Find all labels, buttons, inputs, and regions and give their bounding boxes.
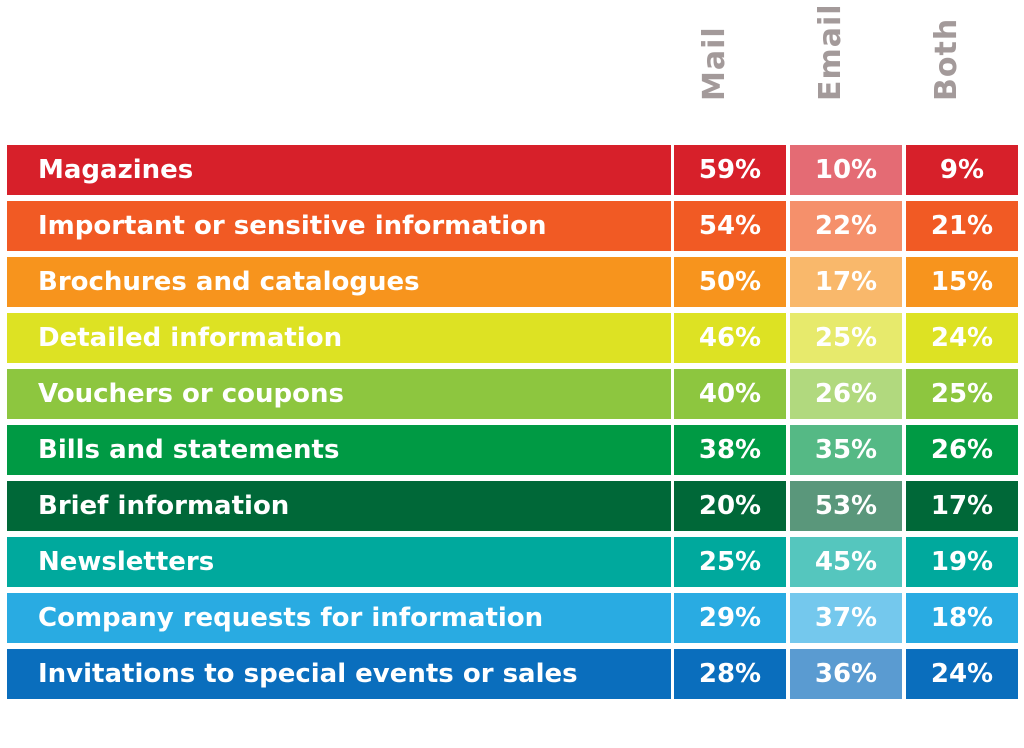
table-row-brief-information: Brief information 20% 53% 17% xyxy=(7,481,1018,531)
table-row-newsletters: Newsletters 25% 45% 19% xyxy=(7,537,1018,587)
value-cell-email: 26% xyxy=(790,369,902,419)
table-row-vouchers-or-coupons: Vouchers or coupons 40% 26% 25% xyxy=(7,369,1018,419)
value-cell-mail: 38% xyxy=(674,425,786,475)
row-label: Invitations to special events or sales xyxy=(7,649,671,699)
value-cell-mail: 20% xyxy=(674,481,786,531)
value-cell-email: 17% xyxy=(790,257,902,307)
value-cell-email: 25% xyxy=(790,313,902,363)
column-header-both: Both xyxy=(906,0,1018,140)
table-row-magazines: Magazines 59% 10% 9% xyxy=(7,145,1018,195)
column-header-email: Email xyxy=(790,0,902,140)
value-cell-mail: 25% xyxy=(674,537,786,587)
value-cell-both: 21% xyxy=(906,201,1018,251)
value-cell-email: 53% xyxy=(790,481,902,531)
value-cell-email: 36% xyxy=(790,649,902,699)
row-label: Magazines xyxy=(7,145,671,195)
value-cell-both: 18% xyxy=(906,593,1018,643)
column-header-label: Both xyxy=(929,17,964,101)
column-header-mail: Mail xyxy=(674,0,786,140)
value-cell-mail: 59% xyxy=(674,145,786,195)
value-cell-mail: 29% xyxy=(674,593,786,643)
value-cell-both: 17% xyxy=(906,481,1018,531)
row-label: Newsletters xyxy=(7,537,671,587)
table-row-important-or-sensitive-information: Important or sensitive information 54% 22%… xyxy=(7,201,1018,251)
table-row-company-requests-for-information: Company requests for information 29% 37% 18… xyxy=(7,593,1018,643)
column-header-label: Email xyxy=(813,3,848,101)
table-row-brochures-and-catalogues: Brochures and catalogues 50% 17% 15% xyxy=(7,257,1018,307)
value-cell-mail: 28% xyxy=(674,649,786,699)
value-cell-mail: 50% xyxy=(674,257,786,307)
value-cell-both: 25% xyxy=(906,369,1018,419)
value-cell-mail: 46% xyxy=(674,313,786,363)
row-label: Bills and statements xyxy=(7,425,671,475)
value-cell-email: 10% xyxy=(790,145,902,195)
value-cell-mail: 54% xyxy=(674,201,786,251)
row-label: Detailed information xyxy=(7,313,671,363)
value-cell-mail: 40% xyxy=(674,369,786,419)
row-label: Important or sensitive information xyxy=(7,201,671,251)
value-cell-both: 9% xyxy=(906,145,1018,195)
row-label: Company requests for information xyxy=(7,593,671,643)
value-cell-email: 45% xyxy=(790,537,902,587)
value-cell-both: 24% xyxy=(906,649,1018,699)
value-cell-email: 37% xyxy=(790,593,902,643)
value-cell-both: 19% xyxy=(906,537,1018,587)
row-label: Brief information xyxy=(7,481,671,531)
value-cell-email: 35% xyxy=(790,425,902,475)
value-cell-both: 24% xyxy=(906,313,1018,363)
row-label: Vouchers or coupons xyxy=(7,369,671,419)
value-cell-both: 26% xyxy=(906,425,1018,475)
table-row-invitations-to-special-events-or-sales: Invitations to special events or sales 28… xyxy=(7,649,1018,699)
value-cell-email: 22% xyxy=(790,201,902,251)
table-row-detailed-information: Detailed information 46% 25% 24% xyxy=(7,313,1018,363)
column-header-label: Mail xyxy=(697,26,732,101)
value-cell-both: 15% xyxy=(906,257,1018,307)
row-label: Brochures and catalogues xyxy=(7,257,671,307)
table-row-bills-and-statements: Bills and statements 38% 35% 26% xyxy=(7,425,1018,475)
